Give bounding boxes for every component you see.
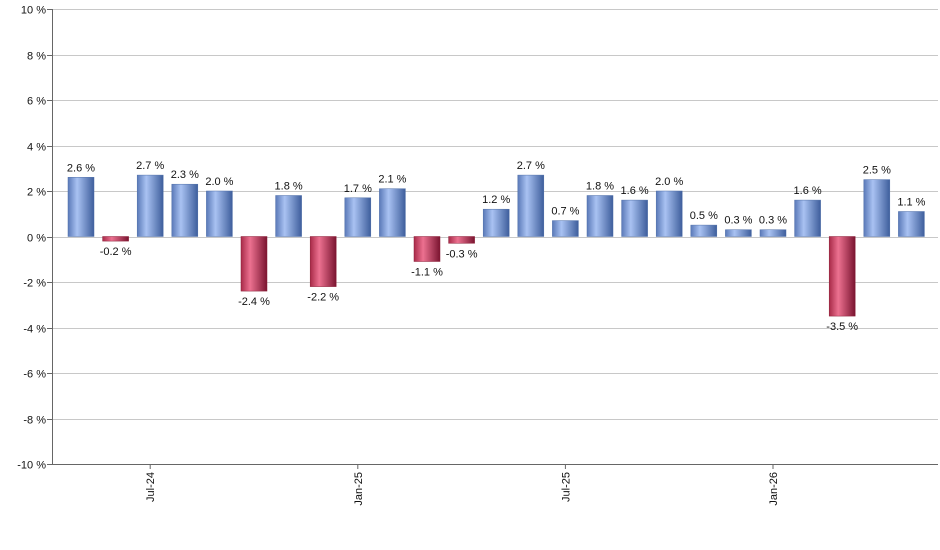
bar xyxy=(759,229,787,237)
bar xyxy=(102,236,129,242)
x-tick-label: Jul-24 xyxy=(145,472,157,502)
y-tick-label: 10 % xyxy=(21,5,46,17)
y-tick-label: -10 % xyxy=(17,460,46,472)
bar xyxy=(621,199,648,237)
data-label: 1.8 % xyxy=(275,181,303,193)
bar xyxy=(136,174,164,237)
x-tick-label: Jul-25 xyxy=(560,472,572,502)
data-label: 1.2 % xyxy=(482,194,510,206)
data-label: 0.5 % xyxy=(690,210,718,222)
data-label: 1.1 % xyxy=(897,197,925,209)
x-tick-label: Jan-26 xyxy=(768,472,780,506)
bar xyxy=(206,190,233,237)
bar xyxy=(794,199,821,237)
bar xyxy=(309,236,337,287)
bar xyxy=(725,229,752,237)
bar xyxy=(482,208,510,237)
data-label: 2.6 % xyxy=(67,162,95,174)
bar xyxy=(552,220,579,237)
data-label: 2.1 % xyxy=(378,174,406,186)
bar xyxy=(413,236,441,262)
y-tick-label: 2 % xyxy=(27,187,46,199)
data-label: 0.3 % xyxy=(724,215,752,227)
bar xyxy=(240,236,268,292)
axes: 10 % 8 % 6 % 4 % 2 % 0 % -2 % -4 % -6 % -8 % -10 %… xyxy=(17,5,938,506)
data-label: 2.7 % xyxy=(517,160,545,172)
grid-lines xyxy=(52,9,938,465)
y-tick-label: 4 % xyxy=(27,142,46,154)
y-tick-label: 0 % xyxy=(27,233,46,245)
y-tick-label: -8 % xyxy=(23,415,46,427)
bars xyxy=(67,174,925,317)
data-label: 2.0 % xyxy=(205,176,233,188)
bar xyxy=(379,188,406,237)
bar xyxy=(655,190,683,237)
bar xyxy=(344,197,372,237)
data-label: 2.3 % xyxy=(171,169,199,181)
bar xyxy=(448,236,475,244)
bar xyxy=(171,183,199,237)
bar xyxy=(863,179,891,237)
y-tick-label: 8 % xyxy=(27,51,46,63)
bar xyxy=(67,177,95,237)
data-label: 2.5 % xyxy=(863,165,891,177)
data-label: 1.7 % xyxy=(344,183,372,195)
bar xyxy=(898,211,925,237)
bar xyxy=(275,195,302,237)
data-label: 2.0 % xyxy=(655,176,683,188)
data-label: 1.8 % xyxy=(586,181,614,193)
data-label: -0.2 % xyxy=(100,246,132,258)
data-label: 1.6 % xyxy=(621,185,649,197)
y-tick-label: -6 % xyxy=(23,369,46,381)
bar xyxy=(828,236,856,317)
data-label: 1.6 % xyxy=(794,185,822,197)
data-label: -2.4 % xyxy=(238,296,270,308)
data-label: -1.1 % xyxy=(411,267,443,279)
data-label: -3.5 % xyxy=(826,321,858,333)
bar xyxy=(690,224,718,237)
x-tick-label: Jan-25 xyxy=(353,472,365,506)
data-label: -0.3 % xyxy=(446,248,478,260)
data-label: 2.7 % xyxy=(136,160,164,172)
y-tick-label: 6 % xyxy=(27,96,46,108)
bar xyxy=(586,195,614,237)
data-label: 0.7 % xyxy=(551,206,579,218)
y-tick-label: -4 % xyxy=(23,324,46,336)
data-label: -2.2 % xyxy=(307,292,339,304)
bar xyxy=(517,174,545,237)
data-label: 0.3 % xyxy=(759,215,787,227)
data-labels: 2.6 % -0.2 % 2.7 % 2.3 % 2.0 % -2.4 % 1.8 % -2.… xyxy=(67,160,926,333)
y-tick-label: -2 % xyxy=(23,278,46,290)
